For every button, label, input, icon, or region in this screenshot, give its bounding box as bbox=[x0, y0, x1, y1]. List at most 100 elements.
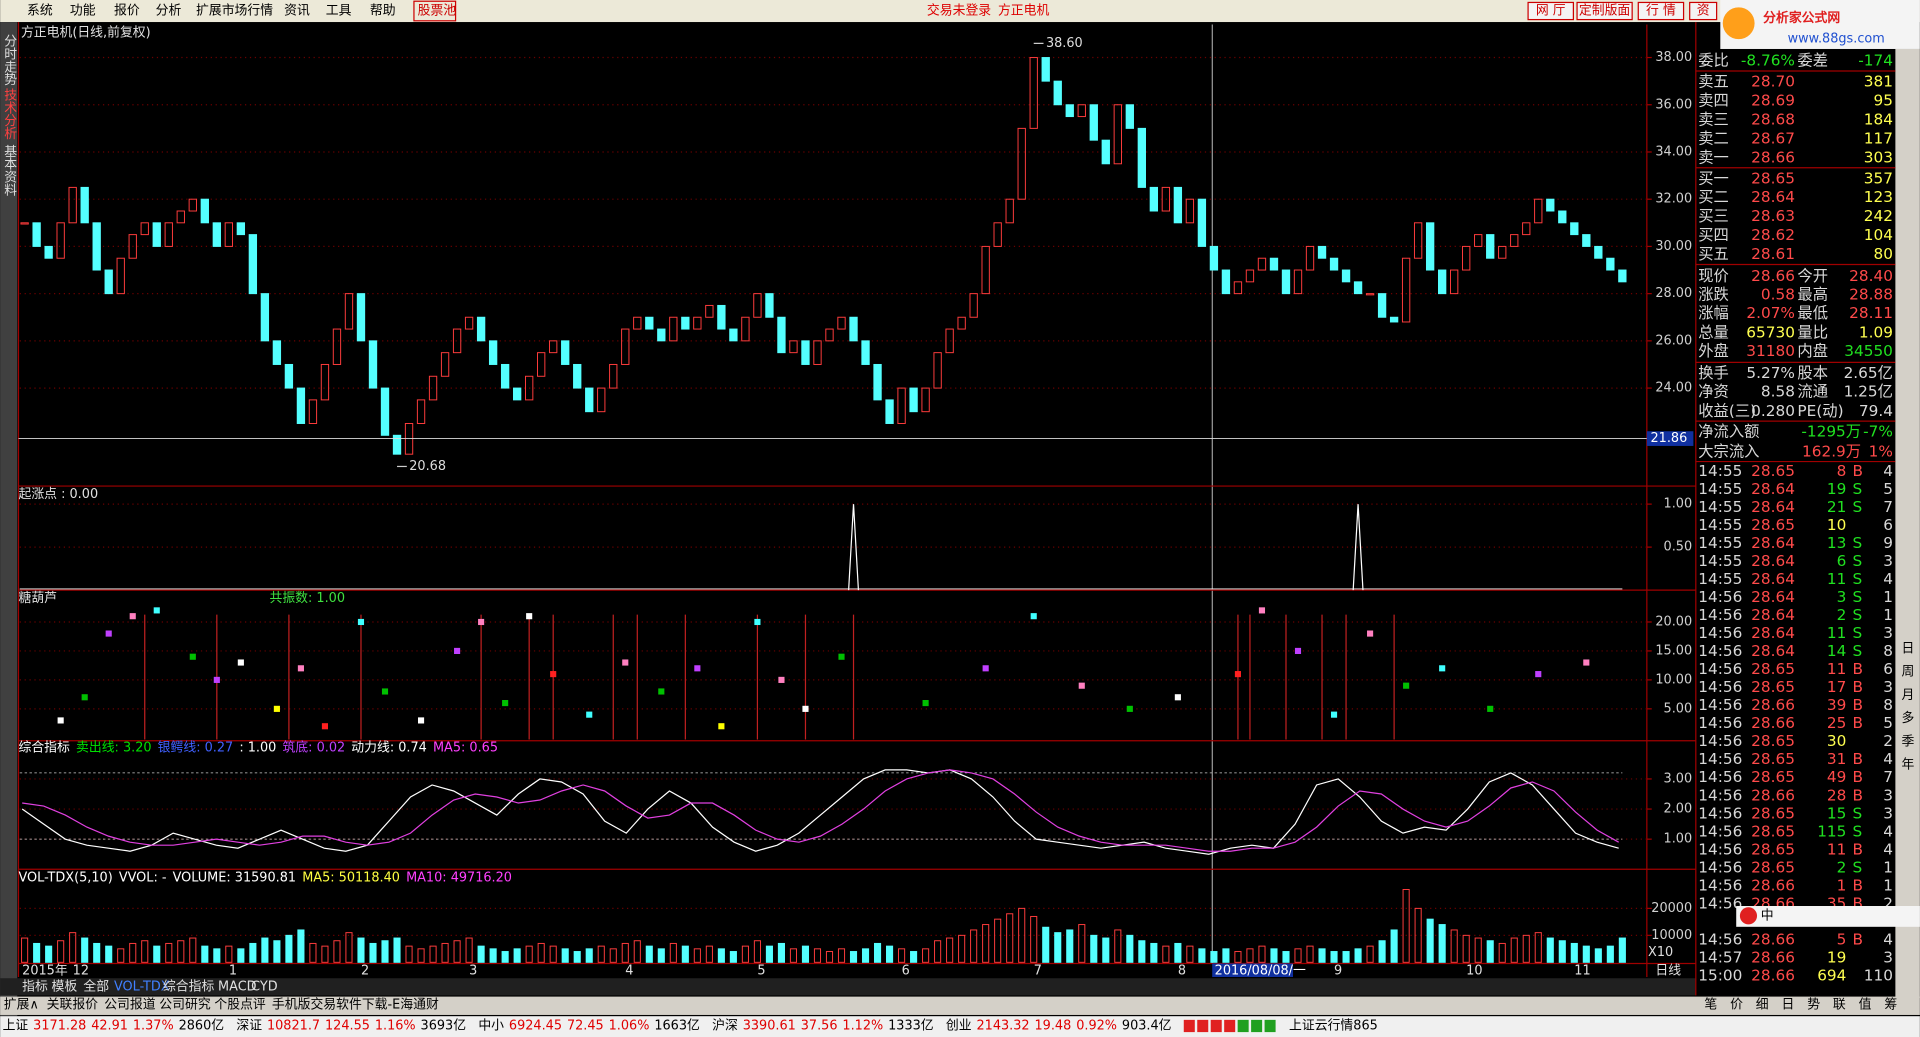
menu-item[interactable]: 帮助 bbox=[370, 4, 396, 19]
quote-label: 买五 bbox=[1698, 245, 1729, 263]
bottom-tab[interactable]: 手机版交易软件下载-E海通财 bbox=[272, 997, 439, 1013]
indicator-tab[interactable]: MACD bbox=[218, 979, 257, 994]
trade-time: 14:55 bbox=[1698, 570, 1742, 588]
bottom-tab[interactable]: 个股点评 bbox=[214, 998, 266, 1013]
right-tab[interactable]: 筹 bbox=[1884, 997, 1897, 1013]
trade-side: B bbox=[1853, 462, 1864, 480]
menu-item[interactable]: 资讯 bbox=[284, 4, 310, 19]
side-tab[interactable]: 分时走势 bbox=[1, 34, 16, 87]
volume-bar bbox=[958, 934, 966, 963]
menu-item[interactable]: 扩展市场行情 bbox=[196, 3, 273, 19]
bottom-tab[interactable]: 公司报道 bbox=[104, 998, 156, 1013]
quote-volume: 117 bbox=[1864, 129, 1893, 147]
trade-volume: 31 bbox=[1827, 750, 1846, 768]
volume-bar bbox=[177, 940, 185, 963]
volume-bar bbox=[1402, 889, 1410, 963]
period-tab[interactable]: 日 bbox=[1902, 641, 1915, 656]
status-item: 37.56 bbox=[801, 1018, 838, 1033]
menu-item[interactable]: 功能 bbox=[70, 4, 96, 19]
volume-bar bbox=[1486, 940, 1494, 963]
button[interactable]: 行 情 bbox=[1646, 4, 1676, 19]
volume-bar bbox=[886, 945, 894, 963]
trade-volume: 14 bbox=[1827, 642, 1846, 660]
quote-value: 5.27% bbox=[1746, 364, 1795, 382]
bottom-tab[interactable]: 公司研究 bbox=[159, 998, 211, 1013]
right-tab[interactable]: 势 bbox=[1807, 997, 1820, 1013]
y-tick-label: 24.00 bbox=[1655, 381, 1692, 396]
volume-bar bbox=[1450, 929, 1458, 963]
dot bbox=[417, 717, 425, 724]
candle bbox=[633, 316, 642, 330]
candle bbox=[681, 316, 690, 330]
side-tab[interactable]: 技术分析 bbox=[1, 88, 16, 140]
menu-item[interactable]: 系统 bbox=[27, 4, 53, 19]
indicator-tab[interactable]: CYD bbox=[251, 979, 278, 994]
indicator-tab[interactable]: VOL-TDX bbox=[114, 979, 170, 994]
trade-time: 14:56 bbox=[1698, 714, 1742, 732]
indicator-tab[interactable]: 指标 bbox=[22, 979, 48, 994]
trade-price: 28.64 bbox=[1751, 534, 1795, 552]
candle bbox=[1017, 127, 1026, 200]
x-tick-label: 6 bbox=[902, 963, 910, 978]
volume-bar bbox=[1102, 937, 1110, 963]
candle bbox=[20, 222, 29, 225]
dot bbox=[622, 659, 629, 666]
volume-bar bbox=[333, 940, 341, 963]
dot bbox=[1078, 682, 1085, 689]
trade-price: 28.64 bbox=[1751, 570, 1795, 588]
side-tab[interactable]: 基本资料 bbox=[1, 144, 16, 196]
volume-bar bbox=[970, 929, 978, 963]
indicator-tab[interactable]: 全部 bbox=[83, 978, 109, 994]
candle bbox=[765, 293, 774, 318]
trade-time: 14:56 bbox=[1698, 894, 1742, 912]
right-tab[interactable]: 细 bbox=[1756, 998, 1769, 1013]
period-tab[interactable]: 月 bbox=[1902, 688, 1915, 703]
right-tab[interactable]: 值 bbox=[1859, 997, 1872, 1013]
panel-label: 动力线: 0.74 bbox=[351, 741, 427, 756]
period-tab[interactable]: 多 bbox=[1902, 711, 1915, 726]
quote-label: PE(动) bbox=[1797, 402, 1843, 420]
trade-side: B bbox=[1853, 714, 1864, 732]
dot bbox=[297, 665, 304, 672]
volume-bar bbox=[381, 940, 389, 963]
quote-price: 28.67 bbox=[1751, 129, 1795, 147]
quote-value: 0.280 bbox=[1751, 402, 1795, 420]
x-tick-label: 7 bbox=[1034, 963, 1042, 978]
volume-bar bbox=[465, 937, 473, 963]
volume-bar bbox=[705, 945, 713, 963]
bottom-tab[interactable]: 关联报价 bbox=[47, 998, 99, 1013]
trade-volume: 3 bbox=[1837, 588, 1847, 606]
indicator-tab[interactable]: 模板 bbox=[52, 979, 78, 994]
menu-item[interactable]: 报价 bbox=[114, 4, 140, 19]
menu-item[interactable]: 分析 bbox=[156, 4, 182, 19]
trade-time: 14:56 bbox=[1698, 786, 1742, 804]
right-tab[interactable]: 日 bbox=[1782, 998, 1795, 1013]
status-item: 1333亿 bbox=[888, 1018, 934, 1033]
button[interactable]: 定制版面 bbox=[1579, 4, 1631, 19]
breadth-bar bbox=[1251, 1019, 1263, 1033]
quote-price: 28.68 bbox=[1751, 110, 1795, 128]
volume-bar bbox=[910, 951, 918, 963]
menu-item[interactable]: 工具 bbox=[326, 4, 352, 19]
period-tab[interactable]: 周 bbox=[1902, 665, 1915, 680]
period-tab[interactable]: 年 bbox=[1902, 758, 1915, 773]
spike bbox=[1352, 504, 1364, 591]
quote-value: 1.25亿 bbox=[1844, 382, 1893, 400]
volume-bar bbox=[1426, 918, 1434, 963]
candle bbox=[885, 399, 894, 424]
right-tab[interactable]: 联 bbox=[1833, 998, 1846, 1013]
right-tab[interactable]: 笔 bbox=[1704, 997, 1717, 1013]
button[interactable]: 网 厅 bbox=[1536, 4, 1566, 19]
candle bbox=[1582, 234, 1591, 247]
period-tab[interactable]: 季 bbox=[1902, 734, 1915, 749]
menu-item[interactable]: 股票池 bbox=[418, 4, 457, 19]
quote-label: 今开 bbox=[1797, 267, 1828, 285]
status-item: 3693亿 bbox=[421, 1018, 467, 1033]
volume-bar bbox=[1498, 942, 1506, 963]
indicator-tab[interactable]: 综合指标 bbox=[163, 979, 215, 994]
volume-bar bbox=[1186, 945, 1194, 963]
bottom-tab[interactable]: 扩展∧ bbox=[4, 998, 39, 1013]
right-tab[interactable]: 价 bbox=[1730, 998, 1743, 1013]
button[interactable]: 资 bbox=[1697, 4, 1710, 19]
candle bbox=[1341, 269, 1351, 283]
